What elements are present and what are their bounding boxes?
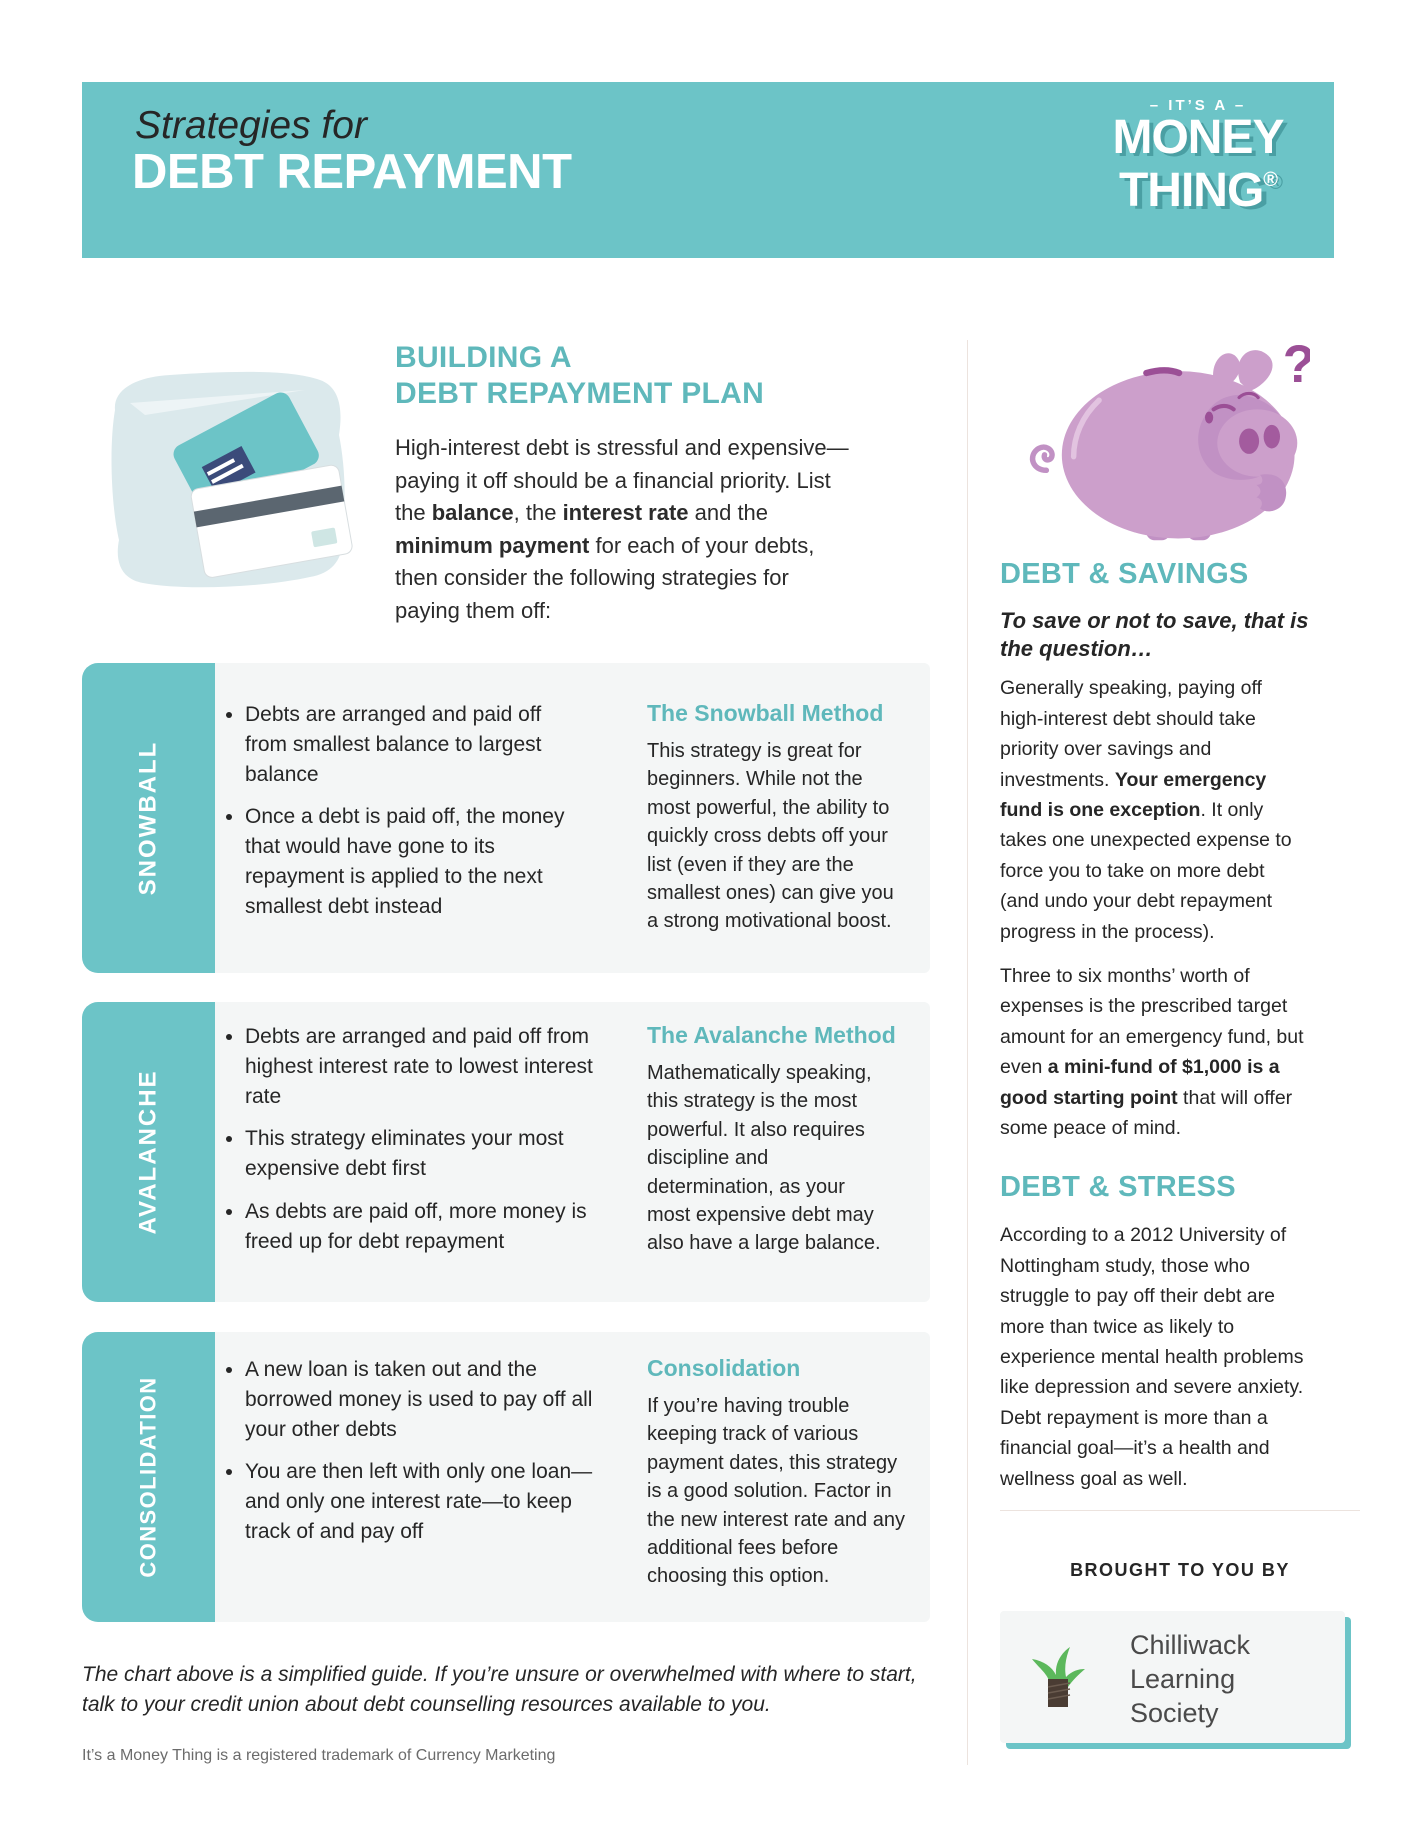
svg-text:?: ?: [1283, 338, 1310, 394]
svg-text:MONEY: MONEY: [1112, 111, 1284, 164]
svg-text:THING®: THING®: [1119, 164, 1278, 217]
